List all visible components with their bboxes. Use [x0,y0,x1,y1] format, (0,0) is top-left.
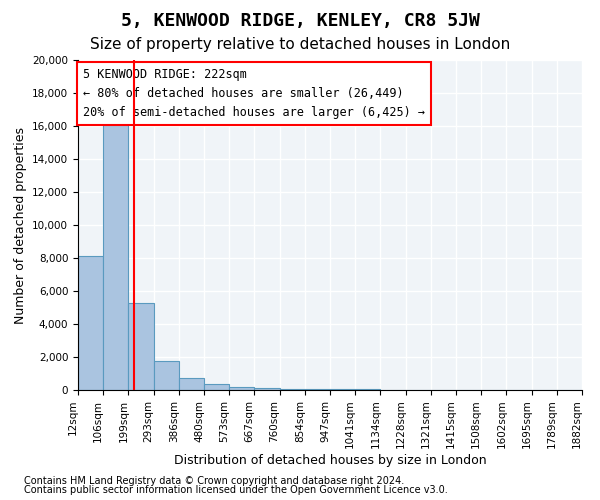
X-axis label: Distribution of detached houses by size in London: Distribution of detached houses by size … [173,454,487,467]
Bar [103,114,128,390]
Y-axis label: Number of detached properties: Number of detached properties [14,126,26,324]
Text: 5, KENWOOD RIDGE, KENLEY, CR8 5JW: 5, KENWOOD RIDGE, KENLEY, CR8 5JW [121,12,479,30]
Bar [179,378,204,390]
Bar [254,388,280,390]
Bar [204,384,229,390]
Bar [128,302,154,390]
Bar [330,389,355,390]
Bar [78,256,103,390]
Bar [280,388,305,390]
Bar [154,361,179,390]
Bar [229,386,254,390]
Text: Size of property relative to detached houses in London: Size of property relative to detached ho… [90,38,510,52]
Bar [305,389,330,390]
Text: Contains public sector information licensed under the Open Government Licence v3: Contains public sector information licen… [24,485,448,495]
Text: 5 KENWOOD RIDGE: 222sqm
← 80% of detached houses are smaller (26,449)
20% of sem: 5 KENWOOD RIDGE: 222sqm ← 80% of detache… [83,68,425,119]
Text: Contains HM Land Registry data © Crown copyright and database right 2024.: Contains HM Land Registry data © Crown c… [24,476,404,486]
